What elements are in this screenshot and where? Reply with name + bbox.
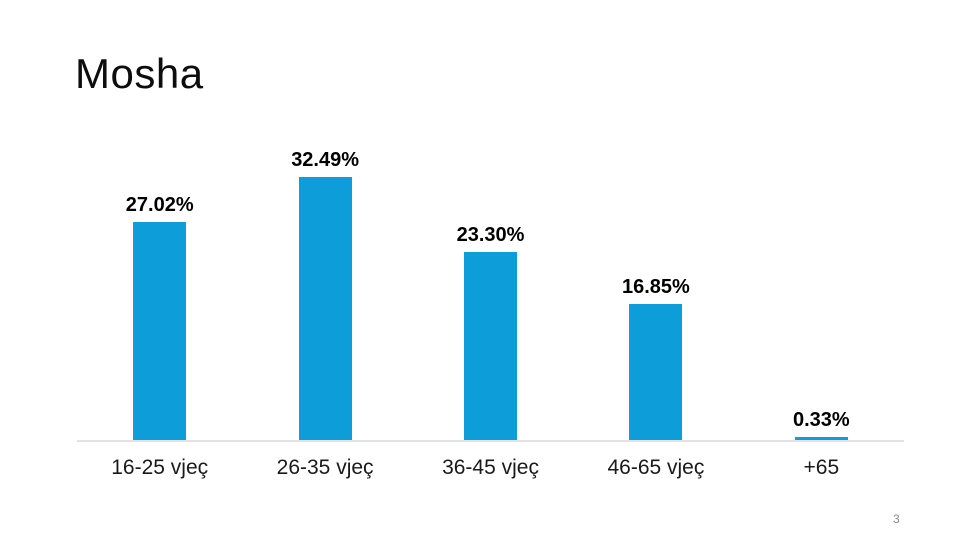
data-label: 0.33% — [792, 409, 850, 431]
bar — [629, 304, 683, 440]
bar — [464, 252, 518, 440]
category-label: 16-25 vjeç — [111, 456, 209, 479]
bar — [133, 222, 187, 440]
bar-group: 27.02% — [77, 128, 242, 440]
category-label: 26-35 vjeç — [276, 456, 374, 479]
bar — [794, 437, 848, 440]
category-label: 46-65 vjeç — [607, 456, 705, 479]
category-label: +65 — [803, 456, 840, 479]
x-axis-line — [77, 440, 904, 442]
page-number: 3 — [893, 512, 900, 526]
bar-group: 0.33% — [739, 128, 904, 440]
data-label: 27.02% — [125, 194, 194, 216]
bar-group: 23.30% — [408, 128, 573, 440]
bar-chart: 27.02% 32.49% 23.30% 16.85% 0.33% — [77, 128, 904, 440]
slide-title: Mosha — [75, 50, 204, 97]
bar-group: 32.49% — [242, 128, 407, 440]
bar-group: 16.85% — [573, 128, 738, 440]
category-axis: 16-25 vjeç 26-35 vjeç 36-45 vjeç 46-65 vjeç… — [77, 456, 904, 480]
data-label: 23.30% — [456, 224, 525, 246]
bar — [298, 177, 352, 440]
data-label: 16.85% — [622, 276, 690, 298]
category-label: 36-45 vjeç — [442, 456, 539, 479]
data-label: 32.49% — [291, 149, 360, 171]
